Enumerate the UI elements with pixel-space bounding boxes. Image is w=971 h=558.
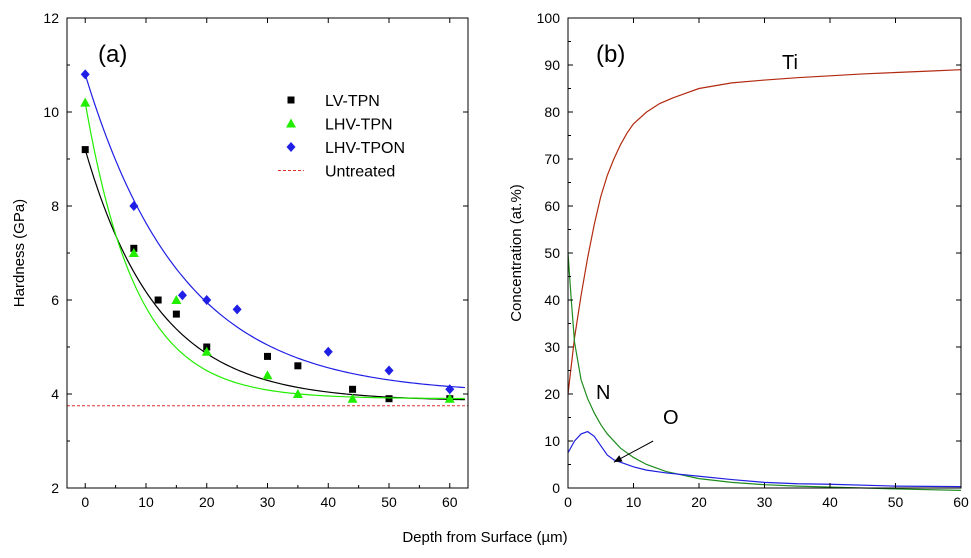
hardness-y-tick-label: 6 — [51, 292, 59, 308]
lv-tpn-point — [81, 146, 89, 154]
hardness-y-tick-label: 8 — [51, 198, 59, 214]
hardness-x-tick-label: 50 — [381, 494, 397, 510]
legend-lv-tpn-label: LV-TPN — [325, 93, 380, 110]
hardness-y-tick-label: 10 — [43, 104, 59, 120]
panel-a-label: (a) — [98, 41, 127, 68]
hardness-plot-frame — [66, 17, 469, 489]
lhv-tpon-point — [384, 365, 394, 376]
hardness-x-tick-label: 0 — [81, 494, 89, 510]
concentration-y-tick-label: 40 — [544, 292, 560, 308]
concentration-y-tick-label: 20 — [544, 386, 560, 402]
legend-untreated-label: Untreated — [325, 164, 395, 181]
lv-tpn-point — [172, 310, 180, 318]
concentration-y-tick-label: 80 — [544, 104, 560, 120]
hardness-y-tick-label: 4 — [51, 386, 59, 402]
hardness-y-axis-title: Hardness (GPa) — [11, 199, 28, 307]
ti-concentration-line — [567, 69, 962, 395]
lhv-tpon-fit-curve — [84, 74, 465, 389]
lv-tpn-fit-curve — [84, 149, 465, 401]
lhv-tpon-point — [323, 346, 333, 357]
lhv-tpn-point — [80, 97, 91, 107]
lhv-tpn-point — [262, 370, 273, 380]
lhv-tpon-point — [177, 290, 187, 301]
concentration-y-tick-label: 30 — [544, 339, 560, 355]
concentration-plot-frame — [567, 17, 962, 489]
lv-tpn-point — [349, 385, 357, 393]
hardness-y-tick-label: 2 — [51, 480, 59, 496]
panel-b-label: (b) — [596, 41, 625, 68]
hardness-x-tick-label: 10 — [138, 494, 154, 510]
o-arrowhead — [613, 455, 623, 463]
lhv-tpn-point — [444, 393, 455, 403]
hardness-x-tick-label: 20 — [199, 494, 215, 510]
concentration-x-tick-label: 20 — [691, 494, 707, 510]
x-axis-title: Depth from Surface (µm) — [402, 529, 567, 546]
lhv-tpon-point — [445, 384, 455, 395]
lv-tpn-point — [294, 362, 302, 370]
concentration-x-tick-label: 40 — [822, 494, 838, 510]
n-concentration-line — [567, 252, 962, 491]
concentration-y-tick-label: 10 — [544, 433, 560, 449]
legend-lhv-tpon-swatch — [286, 142, 296, 152]
legend-lhv-tpn-label: LHV-TPN — [325, 117, 393, 134]
concentration-x-tick-label: 10 — [626, 494, 642, 510]
concentration-y-tick-label: 100 — [537, 10, 561, 26]
o-label: O — [663, 407, 679, 429]
hardness-x-tick-label: 30 — [260, 494, 276, 510]
lhv-tpn-point — [171, 295, 182, 304]
legend-lhv-tpn-swatch — [286, 118, 296, 128]
hardness-chart: 0 10 20 30 40 50 60 2 4 6 8 10 12 (a) Hardness (GPa)… — [11, 10, 469, 510]
concentration-x-tick-label: 50 — [888, 494, 904, 510]
concentration-y-tick-label: 90 — [544, 57, 560, 73]
ti-label: Ti — [782, 52, 798, 74]
concentration-y-axis-title: Concentration (at.%) — [508, 184, 525, 322]
concentration-y-tick-label: 60 — [544, 198, 560, 214]
concentration-x-tick-label: 60 — [953, 494, 969, 510]
lhv-tpn-fit-curve — [84, 102, 465, 400]
hardness-x-tick-label: 60 — [442, 494, 458, 510]
lhv-tpon-point — [232, 304, 242, 315]
lhv-tpon-point — [129, 201, 139, 211]
n-label: N — [596, 382, 610, 404]
concentration-y-tick-label: 0 — [552, 480, 560, 496]
concentration-y-tick-label: 70 — [544, 151, 560, 167]
lv-tpn-point — [264, 352, 271, 360]
hardness-legend: LV-TPN LHV-TPN LHV-TPON Untreated — [278, 93, 405, 181]
hardness-x-tick-label: 40 — [320, 494, 336, 510]
legend-lhv-tpon-label: LHV-TPON — [325, 140, 405, 157]
lhv-tpon-point — [202, 295, 212, 305]
lhv-tpn-point — [128, 248, 139, 257]
lhv-tpon-point — [80, 69, 90, 80]
lhv-tpn-point — [201, 346, 212, 356]
lv-tpn-point — [154, 296, 162, 304]
concentration-x-tick-label: 30 — [757, 494, 773, 510]
lhv-tpn-point — [347, 393, 358, 403]
lhv-tpn-point — [292, 389, 303, 398]
concentration-y-tick-label: 50 — [544, 245, 560, 261]
lv-tpn-point — [385, 395, 393, 403]
legend-lv-tpn-swatch — [287, 96, 295, 104]
o-concentration-line — [567, 430, 962, 488]
concentration-x-tick-label: 0 — [564, 494, 572, 510]
hardness-y-tick-label: 12 — [43, 10, 59, 26]
